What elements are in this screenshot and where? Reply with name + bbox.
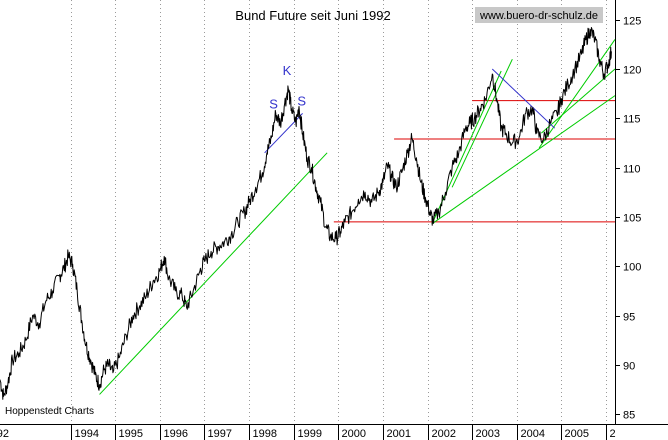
x-tick-label: 2004	[521, 428, 545, 440]
x-tick-label: 2005	[565, 428, 589, 440]
x-tick-label: 2002	[432, 428, 456, 440]
source-label: www.buero-dr-schulz.de	[479, 10, 598, 22]
annotation-k: K	[283, 63, 292, 78]
y-tick-label: 125	[623, 16, 641, 28]
x-tick-label: 1994	[75, 428, 99, 440]
series-line	[0, 27, 612, 400]
annotation-s-right: S	[297, 94, 306, 109]
trend-channel-2	[451, 58, 513, 188]
x-tick-label: 1999	[298, 428, 322, 440]
x-tick-label: 1996	[164, 428, 188, 440]
downtrend-line	[491, 68, 556, 129]
y-tick-label: 120	[623, 65, 641, 77]
x-tick-label: 2001	[387, 428, 411, 440]
x-tick-label: 2003	[476, 428, 500, 440]
x-tick-label: 2	[610, 428, 616, 440]
grid	[71, 0, 607, 424]
y-tick-label: 115	[623, 114, 641, 126]
support-line-2002-2006	[431, 95, 616, 225]
x-tick-label: 2000	[342, 428, 366, 440]
source-label-box	[475, 7, 603, 23]
trend-channel-3	[538, 39, 616, 149]
annotation-s-left: S	[269, 96, 278, 111]
y-tick-label: 105	[623, 213, 641, 225]
price-series	[0, 27, 612, 400]
y-tick-label: 95	[623, 312, 635, 324]
x-tick-label: 1998	[253, 428, 277, 440]
y-tick-label: 100	[623, 262, 641, 274]
chart-title: Bund Future seit Juni 1992	[235, 8, 390, 23]
y-tick-label: 85	[623, 410, 635, 422]
x-tick-label: 1992	[0, 428, 9, 440]
credit-label: Hoppenstedt Charts	[5, 406, 94, 417]
y-tick-label: 90	[623, 361, 635, 373]
x-tick-label: 1995	[119, 428, 143, 440]
x-tick-label: 1997	[208, 428, 232, 440]
trend-lines	[99, 39, 616, 395]
trend-channel-4	[541, 68, 616, 134]
pattern-annotations: S K S	[269, 63, 306, 112]
y-tick-label: 110	[623, 164, 641, 176]
support-line-1994-1999	[99, 152, 328, 395]
